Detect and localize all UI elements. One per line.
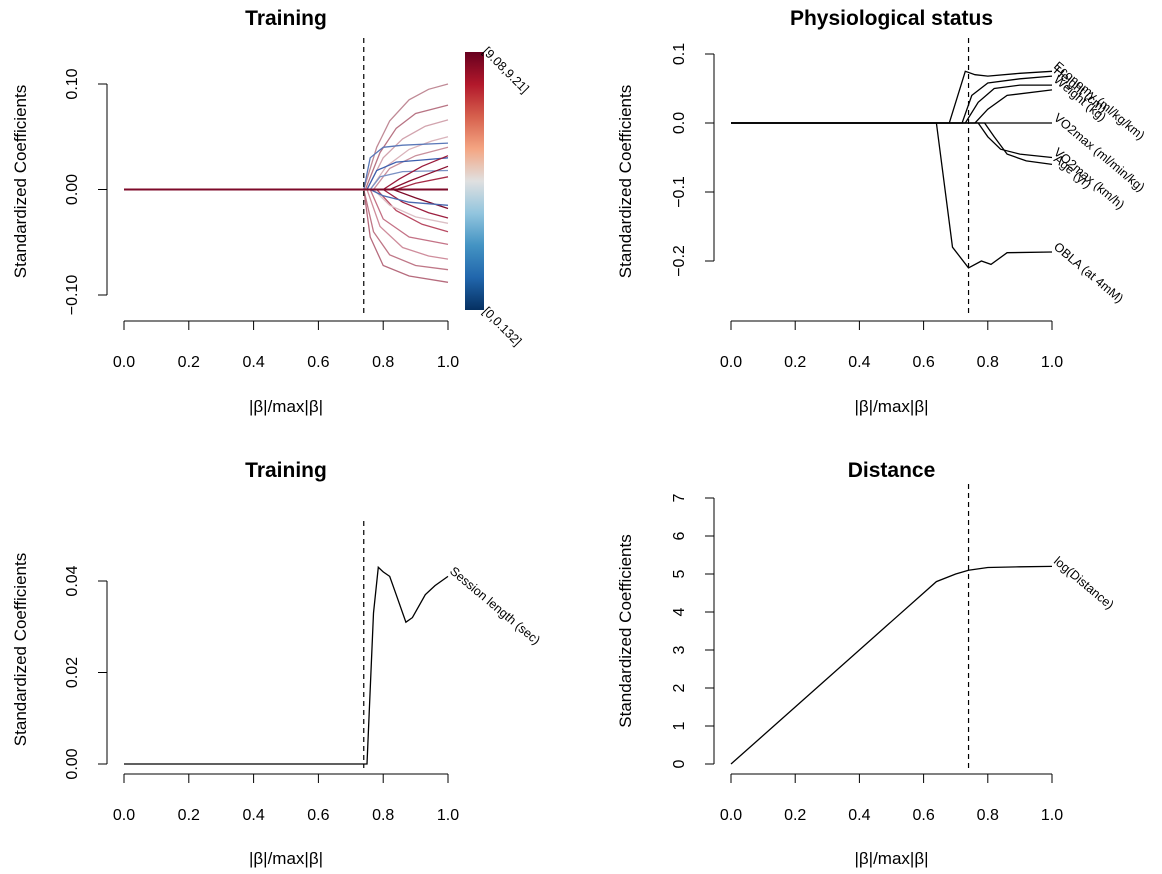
y-axis-label: Standardized Coefficients [616, 85, 635, 278]
y-tick-label: 3 [671, 645, 688, 654]
y-tick-label: 1 [671, 721, 688, 730]
series-line [124, 104, 449, 191]
y-tick-label: 0 [671, 759, 688, 768]
x-tick-label: 0.0 [113, 354, 135, 371]
x-tick-label: 0.6 [307, 807, 329, 824]
x-tick-label: 1.0 [437, 807, 459, 824]
y-axis-label: Standardized Coefficients [11, 553, 30, 746]
x-tick-label: 0.8 [977, 354, 999, 371]
series-line [124, 188, 449, 210]
x-tick-label: 1.0 [1041, 354, 1063, 371]
x-tick-label: 1.0 [1041, 807, 1063, 824]
x-tick-label: 0.0 [113, 807, 135, 824]
x-tick-label: 0.2 [178, 354, 200, 371]
colorbar-top-label: [9.08,9.21] [480, 44, 532, 96]
chart-title: Training [245, 7, 327, 30]
series-line [124, 83, 449, 191]
series-line [124, 188, 449, 224]
y-tick-label: 5 [671, 569, 688, 578]
y-tick-label: 0.1 [671, 43, 688, 65]
y-tick-label: 0.0 [671, 112, 688, 134]
series-line [124, 188, 449, 246]
y-tick-label: 0.00 [64, 748, 81, 779]
chart-title: Physiological status [790, 7, 993, 30]
y-axis-label: Standardized Coefficients [616, 534, 635, 727]
chart-title: Training [245, 459, 327, 482]
x-tick-label: 0.4 [848, 807, 870, 824]
y-tick-label: 0.00 [64, 174, 81, 205]
series-line [124, 188, 449, 219]
series-line [731, 75, 1053, 124]
x-tick-label: 0.8 [977, 807, 999, 824]
x-tick-label: 0.0 [720, 354, 742, 371]
y-tick-label: −0.1 [671, 176, 688, 208]
x-axis-label: |β|/max|β| [854, 849, 928, 868]
series-line [731, 122, 1053, 166]
y-tick-label: −0.2 [671, 245, 688, 277]
panel-2: Physiological status Standardized Coeffic… [616, 7, 1147, 416]
series-line [731, 84, 1052, 124]
colorbar-bottom-label: [0,0.132] [480, 304, 524, 348]
series-end-label: OBLA (at 4mM) [1051, 240, 1126, 306]
y-tick-label: 2 [671, 683, 688, 692]
series-line [124, 188, 449, 233]
series-line [124, 165, 449, 191]
x-tick-label: 0.2 [784, 354, 806, 371]
x-tick-label: 0.4 [242, 354, 264, 371]
panel-1: Training Standardized Coefficients |β|/max… [11, 7, 532, 416]
x-tick-label: 0.0 [720, 807, 742, 824]
x-axis-label: |β|/max|β| [854, 397, 928, 416]
y-tick-label: 0.04 [64, 565, 81, 596]
panel-3: Training Standardized Coefficients |β|/max… [11, 459, 543, 868]
series-line [124, 169, 449, 191]
series-end-label: log(Distance) [1051, 554, 1116, 612]
series-line [124, 142, 449, 191]
x-tick-label: 0.4 [242, 807, 264, 824]
y-tick-label: 0.10 [64, 68, 81, 99]
series-end-label: Session length (sec) [447, 564, 543, 648]
y-tick-label: 7 [671, 493, 688, 502]
colorbar [465, 52, 484, 310]
series-line [731, 122, 1053, 159]
y-axis-label: Standardized Coefficients [11, 85, 30, 278]
x-tick-label: 0.2 [784, 807, 806, 824]
x-tick-label: 0.8 [372, 807, 394, 824]
x-axis-label: |β|/max|β| [249, 849, 323, 868]
series-line [731, 89, 1053, 124]
x-tick-label: 0.6 [912, 807, 934, 824]
series-line [124, 188, 449, 283]
chart-title: Distance [848, 459, 936, 482]
series-line [124, 146, 449, 191]
x-tick-label: 1.0 [437, 354, 459, 371]
x-tick-label: 0.2 [178, 807, 200, 824]
y-tick-label: 0.02 [64, 657, 81, 688]
series-line [730, 565, 1053, 765]
panel-4: Distance Standardized Coefficients |β|/max… [616, 459, 1116, 868]
x-tick-label: 0.8 [372, 354, 394, 371]
x-tick-label: 0.4 [848, 354, 870, 371]
x-tick-label: 0.6 [307, 354, 329, 371]
x-axis-label: |β|/max|β| [249, 397, 323, 416]
x-tick-label: 0.6 [912, 354, 934, 371]
series-line [124, 565, 449, 765]
y-tick-label: 4 [671, 607, 688, 616]
y-tick-label: −0.10 [64, 275, 81, 316]
series-line [731, 122, 1053, 269]
y-tick-label: 6 [671, 531, 688, 540]
